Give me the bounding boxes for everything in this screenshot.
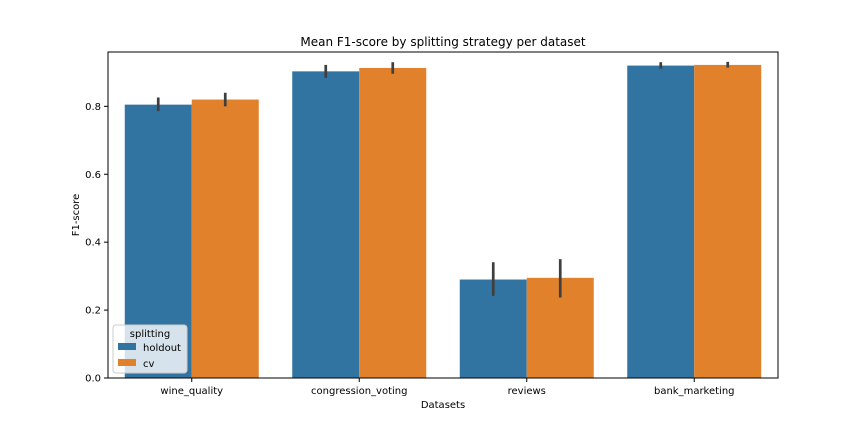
x-tick-label-reviews: reviews — [508, 386, 546, 397]
legend-label-holdout: holdout — [143, 343, 181, 354]
y-tick-label: 0.6 — [85, 170, 101, 181]
bar-cv-congression-voting — [359, 67, 427, 378]
legend: splitting holdout cv — [112, 324, 188, 374]
x-tick-label-bank-marketing: bank_marketing — [654, 386, 735, 397]
legend-title: splitting — [130, 329, 170, 340]
plot-frame — [107, 51, 779, 379]
legend-label-cv: cv — [143, 359, 154, 370]
y-axis: 0.0 0.2 0.4 0.6 0.8 — [85, 102, 108, 385]
y-tick-label: 0.0 — [85, 374, 101, 385]
bar-holdout-reviews — [459, 279, 527, 378]
bar-cv-bank-marketing — [694, 64, 762, 378]
bar-holdout-congression-voting — [292, 71, 360, 378]
bar-holdout-bank-marketing — [627, 65, 695, 378]
errorbars-layer — [156, 61, 730, 298]
bars-layer — [124, 64, 762, 379]
chart-title: Mean F1-score by splitting strategy per … — [300, 35, 586, 49]
y-tick-label: 0.4 — [85, 238, 101, 249]
x-tick-label-congression-voting: congression_voting — [311, 386, 407, 397]
legend-swatch-holdout — [118, 343, 136, 350]
y-tick-label: 0.2 — [85, 306, 101, 317]
x-tick-label-wine-quality: wine_quality — [160, 386, 223, 397]
x-axis: wine_quality congression_voting reviews ban… — [160, 378, 735, 397]
y-axis-label: F1-score — [71, 194, 82, 237]
legend-swatch-cv — [118, 359, 136, 366]
x-axis-label: Datasets — [421, 400, 465, 411]
y-tick-label: 0.8 — [85, 102, 101, 113]
bar-cv-wine-quality — [191, 99, 259, 379]
